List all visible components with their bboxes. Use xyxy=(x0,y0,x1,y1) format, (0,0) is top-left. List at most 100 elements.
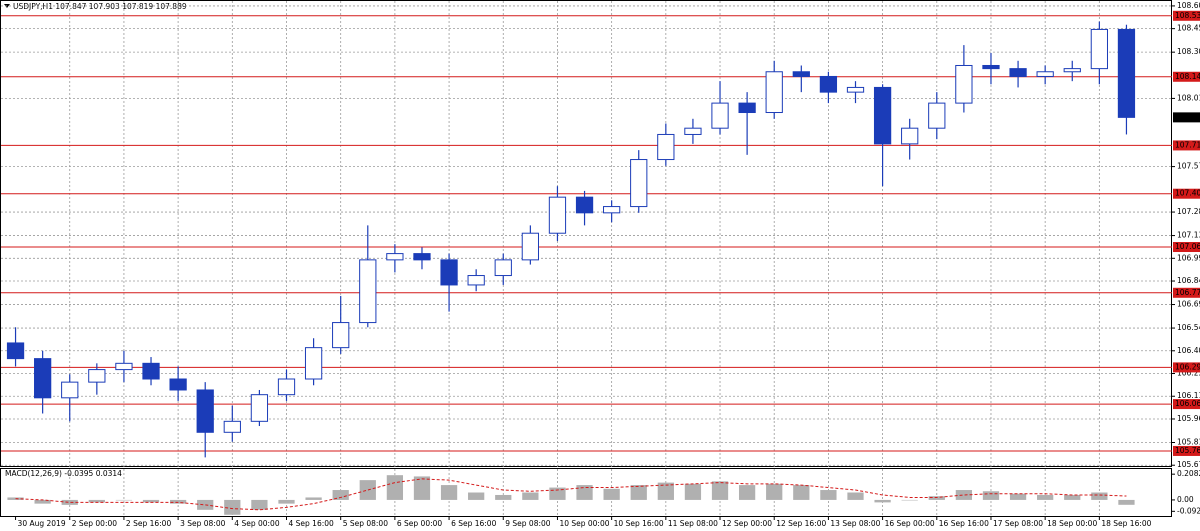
candle-body xyxy=(1063,68,1081,73)
candle-body xyxy=(548,196,567,234)
y-tick-label: 0.2082 xyxy=(1177,469,1200,478)
macd-bar xyxy=(820,490,837,500)
level-label: 107.710 xyxy=(1175,140,1200,149)
macd-bar xyxy=(440,485,458,500)
candle-body xyxy=(630,159,648,208)
candle-body xyxy=(1036,71,1054,77)
candle-body xyxy=(169,378,187,391)
candle-body xyxy=(1009,68,1027,77)
x-tick-label: 2 Sep 16:00 xyxy=(126,519,172,528)
x-tick-label: 5 Sep 08:00 xyxy=(343,519,389,528)
macd-bar xyxy=(386,475,404,500)
ohlc-low: 107.819 xyxy=(122,2,153,11)
x-tick-label: 16 Sep 00:00 xyxy=(885,519,935,528)
macd-bar xyxy=(224,499,241,515)
y-tick-label: 106.545 xyxy=(1177,323,1200,332)
level-label-box xyxy=(1173,242,1200,253)
y-tick-label: 105.815 xyxy=(1177,437,1200,446)
candle-body xyxy=(277,378,296,396)
candle-body xyxy=(928,102,946,129)
x-tick-label: 4 Sep 00:00 xyxy=(234,519,280,528)
y-tick-label: 106.845 xyxy=(1177,276,1200,285)
candle-body xyxy=(88,369,106,383)
macd-bar xyxy=(1064,494,1081,500)
candle-body xyxy=(792,71,810,77)
candle-body xyxy=(657,133,675,161)
macd-bar xyxy=(684,483,702,500)
ohlc-close: 107.889 xyxy=(156,2,187,11)
candle-body xyxy=(955,64,973,104)
candle-body xyxy=(521,232,539,261)
y-tick-label: 108.600 xyxy=(1177,1,1200,10)
x-tick-label: 9 Sep 08:00 xyxy=(505,519,551,528)
macd-bar xyxy=(332,490,349,500)
current-price-label: 107.889 xyxy=(1175,112,1200,121)
level-label: 107.062 xyxy=(1175,242,1200,251)
candle-body xyxy=(440,259,458,286)
level-label-box xyxy=(1173,10,1200,21)
macd-bar xyxy=(847,492,864,500)
candle-body xyxy=(304,347,323,380)
macd-bar xyxy=(657,482,674,500)
level-label-box xyxy=(1173,445,1200,456)
y-tick-label: 106.110 xyxy=(1177,391,1200,400)
candle-body xyxy=(846,86,865,93)
macd-bar xyxy=(468,492,485,500)
macd-bar xyxy=(630,485,647,500)
macd-bar xyxy=(495,494,512,500)
macd-bar xyxy=(169,499,187,504)
x-tick-label: 6 Sep 16:00 xyxy=(451,519,497,528)
macd-bar xyxy=(711,481,729,500)
macd-bar xyxy=(928,496,945,500)
candle-body xyxy=(711,102,729,129)
x-tick-label: 18 Sep 16:00 xyxy=(1101,519,1151,528)
macd-bar xyxy=(603,488,620,500)
candle-body xyxy=(765,71,783,114)
level-label-box xyxy=(1173,140,1200,151)
y-tick-label: 106.400 xyxy=(1177,346,1200,355)
candle-body xyxy=(575,196,594,214)
macd-value: -0.0395 xyxy=(64,469,93,478)
signal-line xyxy=(15,478,1127,511)
candle-body xyxy=(467,275,485,286)
macd-bar xyxy=(413,476,431,500)
y-tick-label: 106.695 xyxy=(1177,300,1200,309)
level-label-box xyxy=(1173,399,1200,410)
candle-body xyxy=(115,362,133,371)
macd-title: MACD(12,26,9) xyxy=(5,469,62,478)
level-label: 106.060 xyxy=(1175,399,1200,408)
level-label: 108.537 xyxy=(1175,11,1200,20)
candle-body xyxy=(494,259,512,277)
x-tick-label: 12 Sep 16:00 xyxy=(776,519,826,528)
candle-body xyxy=(386,253,404,261)
level-label-box xyxy=(1173,188,1200,199)
candle-body xyxy=(61,381,79,399)
x-tick-label: 6 Sep 00:00 xyxy=(397,519,443,528)
macd-bar xyxy=(1037,494,1054,500)
x-tick-label: 12 Sep 00:00 xyxy=(722,519,772,528)
macd-header: MACD(12,26,9) -0.0395 0.0314 xyxy=(5,469,122,478)
candle-body xyxy=(196,389,214,433)
macd-bar xyxy=(874,499,891,503)
macd-bar xyxy=(251,499,268,510)
level-label: 106.294 xyxy=(1175,362,1200,371)
candle-body xyxy=(1090,28,1108,70)
level-label-box xyxy=(1173,71,1200,82)
level-label-box xyxy=(1173,287,1200,298)
macd-bar xyxy=(278,499,295,504)
candle-body xyxy=(142,362,160,380)
level-label: 105.761 xyxy=(1175,446,1200,455)
macd-bar xyxy=(901,499,918,501)
macd-bar xyxy=(115,499,133,501)
y-tick-label: 105.965 xyxy=(1177,414,1200,423)
macd-bar xyxy=(305,497,322,500)
macd-bar xyxy=(576,485,593,500)
candle-body xyxy=(873,86,892,145)
ohlc-open: 107.847 xyxy=(55,2,86,11)
x-tick-label: 16 Sep 16:00 xyxy=(939,519,989,528)
y-tick-label: 106.255 xyxy=(1177,369,1200,378)
y-tick-label: 107.135 xyxy=(1177,231,1200,240)
candle-body xyxy=(332,322,350,349)
x-tick-label: 11 Sep 08:00 xyxy=(668,519,718,528)
macd-bar xyxy=(359,480,376,500)
